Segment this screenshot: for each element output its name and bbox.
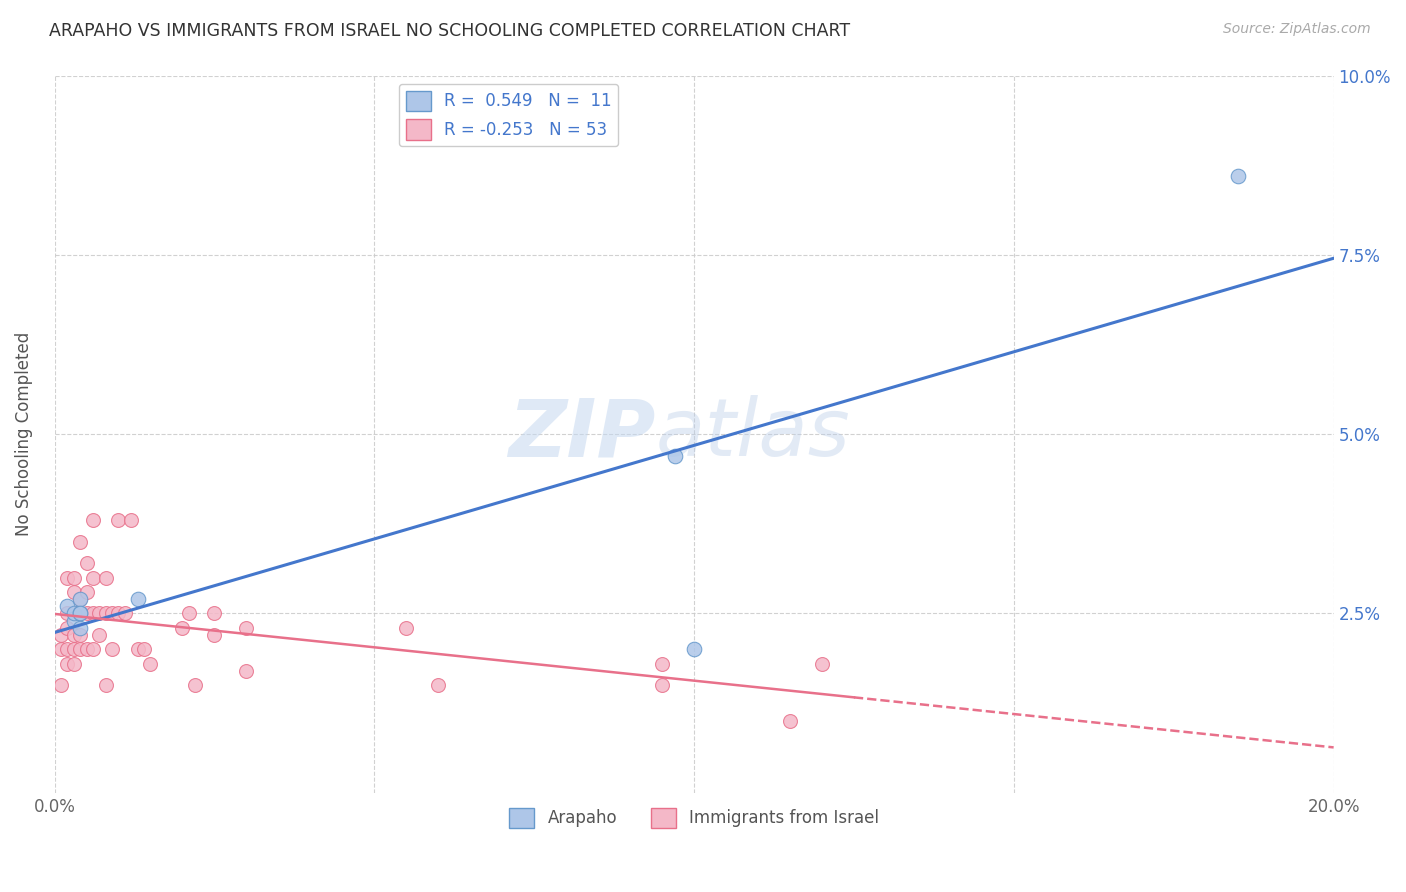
Point xyxy=(56,657,79,671)
Point xyxy=(49,642,72,657)
Point xyxy=(101,642,124,657)
Point xyxy=(62,570,84,584)
Point xyxy=(82,607,104,621)
Point xyxy=(69,642,91,657)
Point xyxy=(172,621,194,635)
Point xyxy=(76,585,98,599)
Point xyxy=(69,628,91,642)
Point xyxy=(56,570,79,584)
Point xyxy=(56,599,79,614)
Point xyxy=(69,621,91,635)
Point xyxy=(62,607,84,621)
Point xyxy=(62,628,84,642)
Point xyxy=(69,592,91,607)
Point xyxy=(127,642,149,657)
Point xyxy=(132,642,155,657)
Point xyxy=(49,628,72,642)
Point xyxy=(101,607,124,621)
Point xyxy=(94,607,117,621)
Point xyxy=(651,678,673,692)
Point xyxy=(69,592,91,607)
Point xyxy=(49,678,72,692)
Point xyxy=(664,449,686,463)
Text: ZIP: ZIP xyxy=(509,395,655,473)
Point xyxy=(427,678,450,692)
Point xyxy=(651,657,673,671)
Point xyxy=(56,607,79,621)
Point xyxy=(235,621,257,635)
Point xyxy=(120,513,142,527)
Point xyxy=(62,585,84,599)
Point xyxy=(89,607,111,621)
Legend: Arapaho, Immigrants from Israel: Arapaho, Immigrants from Israel xyxy=(502,801,886,835)
Point xyxy=(76,556,98,570)
Text: atlas: atlas xyxy=(655,395,851,473)
Point xyxy=(235,664,257,678)
Point xyxy=(811,657,834,671)
Point xyxy=(94,678,117,692)
Point xyxy=(204,628,226,642)
Point xyxy=(62,657,84,671)
Point xyxy=(779,714,801,728)
Point xyxy=(69,534,91,549)
Point xyxy=(56,621,79,635)
Point xyxy=(62,614,84,628)
Point xyxy=(82,513,104,527)
Point xyxy=(127,592,149,607)
Point xyxy=(62,607,84,621)
Text: Source: ZipAtlas.com: Source: ZipAtlas.com xyxy=(1223,22,1371,37)
Point xyxy=(76,642,98,657)
Point xyxy=(82,642,104,657)
Point xyxy=(56,642,79,657)
Point xyxy=(69,607,91,621)
Text: ARAPAHO VS IMMIGRANTS FROM ISRAEL NO SCHOOLING COMPLETED CORRELATION CHART: ARAPAHO VS IMMIGRANTS FROM ISRAEL NO SCH… xyxy=(49,22,851,40)
Point xyxy=(139,657,162,671)
Point xyxy=(62,642,84,657)
Point xyxy=(1226,169,1249,183)
Point xyxy=(177,607,200,621)
Point xyxy=(76,607,98,621)
Point xyxy=(94,570,117,584)
Point xyxy=(82,570,104,584)
Point xyxy=(204,607,226,621)
Point xyxy=(184,678,207,692)
Point xyxy=(107,607,129,621)
Point xyxy=(107,513,129,527)
Y-axis label: No Schooling Completed: No Schooling Completed xyxy=(15,332,32,536)
Point xyxy=(89,628,111,642)
Point xyxy=(683,642,706,657)
Point xyxy=(114,607,136,621)
Point xyxy=(69,607,91,621)
Point xyxy=(395,621,418,635)
